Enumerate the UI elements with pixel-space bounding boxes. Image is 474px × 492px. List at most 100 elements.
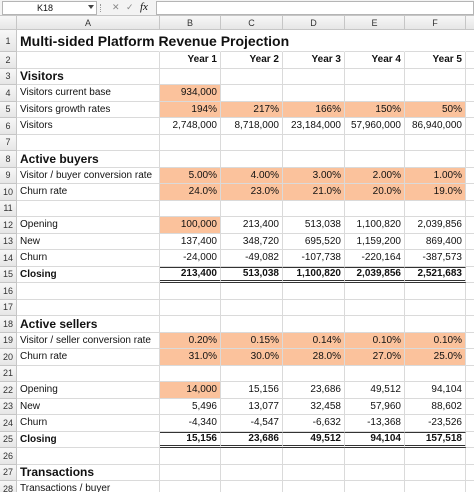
cell bbox=[466, 69, 474, 85]
cell bbox=[17, 200, 160, 217]
cell-text: 23,686 bbox=[283, 382, 345, 399]
cell bbox=[221, 30, 283, 52]
cell bbox=[466, 333, 474, 349]
cell bbox=[160, 316, 221, 333]
cell-text: 137,400 bbox=[160, 233, 221, 250]
cell-text: 1.00% bbox=[405, 167, 466, 184]
cell bbox=[405, 85, 466, 102]
row-number: 1 bbox=[0, 30, 17, 52]
cell-text: 15,156 bbox=[221, 382, 283, 399]
cell-text: 194% bbox=[160, 101, 221, 118]
row-number: 24 bbox=[0, 415, 17, 432]
cell-text: 5,496 bbox=[160, 398, 221, 415]
cell-text: 25.0% bbox=[405, 349, 466, 366]
cell-text: 0.10% bbox=[345, 332, 405, 349]
row-number: 27 bbox=[0, 464, 17, 481]
cell bbox=[283, 134, 345, 151]
row-number: 3 bbox=[0, 68, 17, 85]
cell bbox=[283, 85, 345, 102]
cell-text: -23,526 bbox=[405, 415, 466, 432]
cell-text: 217% bbox=[221, 101, 283, 118]
cell-text: New bbox=[17, 398, 160, 415]
cell-text: 94,104 bbox=[405, 382, 466, 399]
cell bbox=[160, 464, 221, 481]
cell-text: -387,573 bbox=[405, 250, 466, 267]
cell-text: Multi-sided Platform Revenue Projection bbox=[17, 30, 289, 52]
cell bbox=[405, 448, 466, 465]
column-header: C bbox=[221, 16, 283, 30]
row-number: 14 bbox=[0, 250, 17, 267]
cell-text: 31.0% bbox=[160, 349, 221, 366]
cell bbox=[405, 200, 466, 217]
cell bbox=[405, 283, 466, 300]
cancel-icon: ✕ bbox=[112, 2, 120, 12]
cell-text: Visitors current base bbox=[17, 85, 160, 102]
cell-text: 348,720 bbox=[221, 233, 283, 250]
cell-text: Year 3 bbox=[283, 52, 345, 69]
cell bbox=[345, 200, 405, 217]
cell bbox=[405, 151, 466, 168]
dropdown-arrow[interactable] bbox=[88, 5, 94, 9]
name-box[interactable]: K18 bbox=[2, 1, 97, 15]
cell bbox=[466, 184, 474, 201]
cell-text: 695,520 bbox=[283, 233, 345, 250]
row-number: 15 bbox=[0, 266, 17, 283]
column-header: B bbox=[160, 16, 221, 30]
total-cell: 94,104 bbox=[345, 431, 405, 448]
cell bbox=[466, 30, 474, 52]
cell bbox=[160, 481, 221, 492]
cell-text: Transactions bbox=[17, 464, 160, 481]
cell bbox=[221, 316, 283, 333]
cell-text: -24,000 bbox=[160, 250, 221, 267]
total-cell: 213,400 bbox=[160, 266, 221, 283]
formula-bar: K18 ✕ ✓ fx bbox=[0, 0, 474, 16]
corner-header bbox=[0, 16, 17, 30]
cell-text: Visitor / seller conversion rate bbox=[17, 332, 160, 349]
separator bbox=[100, 4, 102, 12]
cell-text: -49,082 bbox=[221, 250, 283, 267]
cell bbox=[345, 151, 405, 168]
row-number: 25 bbox=[0, 431, 17, 448]
cell-text: 57,960,000 bbox=[345, 118, 405, 135]
cell bbox=[466, 366, 474, 382]
row-number: 22 bbox=[0, 382, 17, 399]
row-number: 26 bbox=[0, 448, 17, 465]
cell bbox=[466, 201, 474, 217]
enter-icon: ✓ bbox=[126, 2, 134, 12]
cell bbox=[466, 316, 474, 333]
cell-text: 8,718,000 bbox=[221, 118, 283, 135]
cell-text: Visitor / buyer conversion rate bbox=[17, 167, 160, 184]
row-number: 5 bbox=[0, 101, 17, 118]
cell bbox=[466, 448, 474, 465]
cell-text: 13,077 bbox=[221, 398, 283, 415]
cell-text: 0.10% bbox=[405, 332, 466, 349]
cell-text: Visitors bbox=[17, 118, 160, 135]
formula-input[interactable] bbox=[156, 1, 474, 15]
cell-text: 213,400 bbox=[221, 217, 283, 234]
cell-text: Visitors bbox=[17, 68, 160, 85]
cell bbox=[466, 465, 474, 481]
cell-text: -4,340 bbox=[160, 415, 221, 432]
total-cell: 513,038 bbox=[221, 266, 283, 283]
cell-text: 1,159,200 bbox=[345, 233, 405, 250]
cell-text: 100,000 bbox=[160, 217, 221, 234]
cell bbox=[405, 365, 466, 382]
cell-text: 20.0% bbox=[345, 184, 405, 201]
cell bbox=[466, 234, 474, 250]
cell bbox=[160, 134, 221, 151]
cell bbox=[221, 85, 283, 102]
cell bbox=[466, 300, 474, 316]
cell-text: 30.0% bbox=[221, 349, 283, 366]
cell bbox=[221, 464, 283, 481]
function-icon[interactable]: fx bbox=[140, 1, 148, 13]
cell bbox=[283, 299, 345, 316]
cell bbox=[221, 299, 283, 316]
column-header: E bbox=[345, 16, 405, 30]
cell bbox=[221, 365, 283, 382]
cell-text: 166% bbox=[283, 101, 345, 118]
cell bbox=[466, 52, 474, 69]
total-cell: 23,686 bbox=[221, 431, 283, 448]
cell-text: 28.0% bbox=[283, 349, 345, 366]
cell-text: 23,184,000 bbox=[283, 118, 345, 135]
column-header: D bbox=[283, 16, 345, 30]
